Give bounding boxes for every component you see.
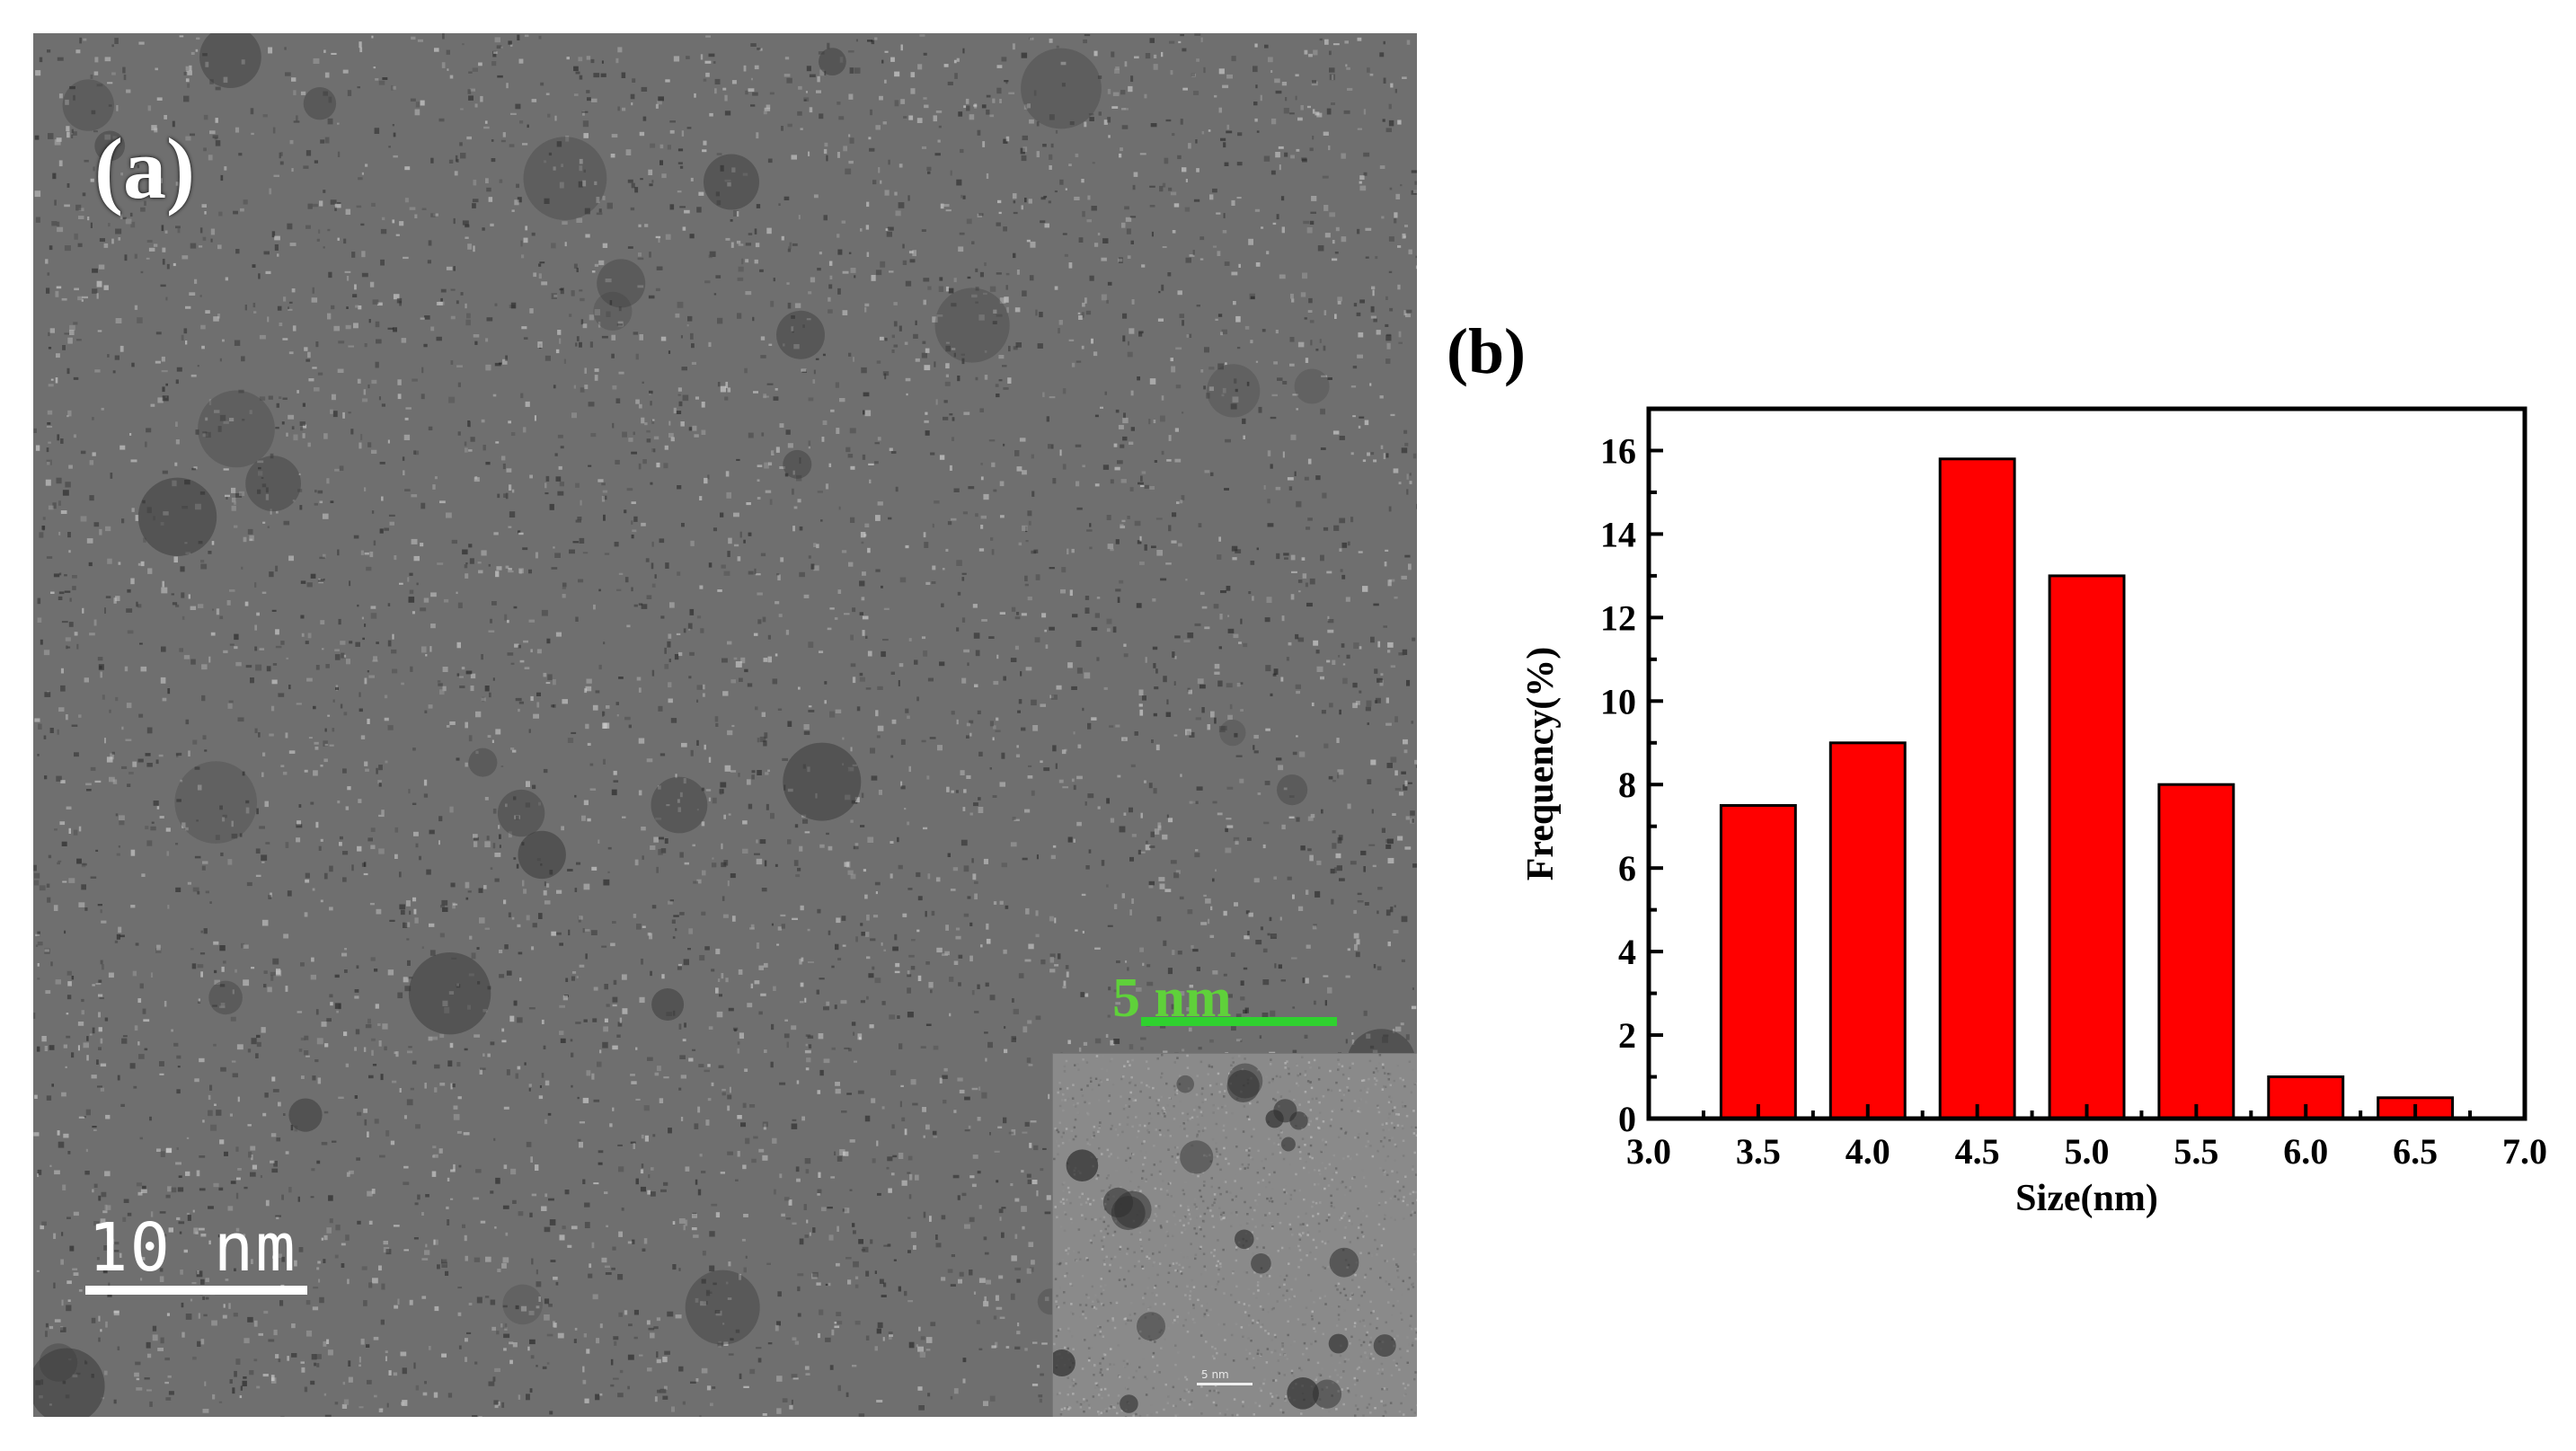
x-tick-label: 5.0 [2065,1131,2110,1172]
y-axis-title: Frequency(%) [1520,647,1562,881]
bar-4.0 [1828,741,1907,1120]
y-tick-label: 8 [1618,765,1636,805]
inset-particles [1053,1063,1396,1413]
panel-label-a: (a) [94,120,195,217]
x-tick-label: 3.5 [1736,1131,1781,1172]
inset-tiny-scalebar-label: 5 nm [1201,1368,1229,1381]
x-tick-label: 7.0 [2502,1131,2547,1172]
y-tick-label: 14 [1600,514,1636,554]
x-tick-label: 6.5 [2393,1131,2438,1172]
y-tick-label: 10 [1600,681,1636,721]
x-tick-label: 3.0 [1626,1131,1671,1172]
bar-3.5 [1719,804,1797,1120]
tem-image-texture [33,33,1417,1417]
y-tick-label: 2 [1618,1015,1636,1056]
inset-scalebar [1141,1017,1337,1026]
panel-label-b: (b) [1447,315,1526,387]
y-tick-label: 12 [1600,597,1636,638]
tem-inset-image: 5 nm [1052,1053,1417,1417]
scalebar [85,1286,307,1295]
nanoparticle-spots [33,33,1416,1417]
size-histogram: 3.0 3.5 4.0 4.5 5.0 5.5 6.0 6.5 7.0 0 2 4 6 8 10 12 14 16… [1520,406,2547,1219]
y-tick-label: 4 [1618,932,1636,972]
tem-noise [33,33,1417,1417]
x-tick-label: 6.0 [2283,1131,2328,1172]
x-tick-label: 4.0 [1846,1131,1890,1172]
bar-5.0 [2048,574,2126,1120]
x-tick-label: 5.5 [2173,1131,2218,1172]
y-tick-label: 6 [1618,848,1636,889]
bar-4.5 [1938,457,2016,1120]
inset-tiny-scalebar [1197,1383,1253,1385]
tem-micrograph: 5 nm [33,33,1417,1417]
x-tick-label: 4.5 [1955,1131,2000,1172]
inset-image-texture [1053,1054,1417,1417]
scalebar-label: 10 nm [88,1209,297,1287]
y-tick-label: 0 [1618,1099,1636,1139]
inset-scalebar-label: 5 nm [1112,968,1232,1029]
bar-5.5 [2157,783,2235,1120]
y-tick-label: 16 [1600,430,1636,471]
inset-noise [1053,1054,1417,1417]
x-axis-title: Size(nm) [2015,1178,2158,1219]
